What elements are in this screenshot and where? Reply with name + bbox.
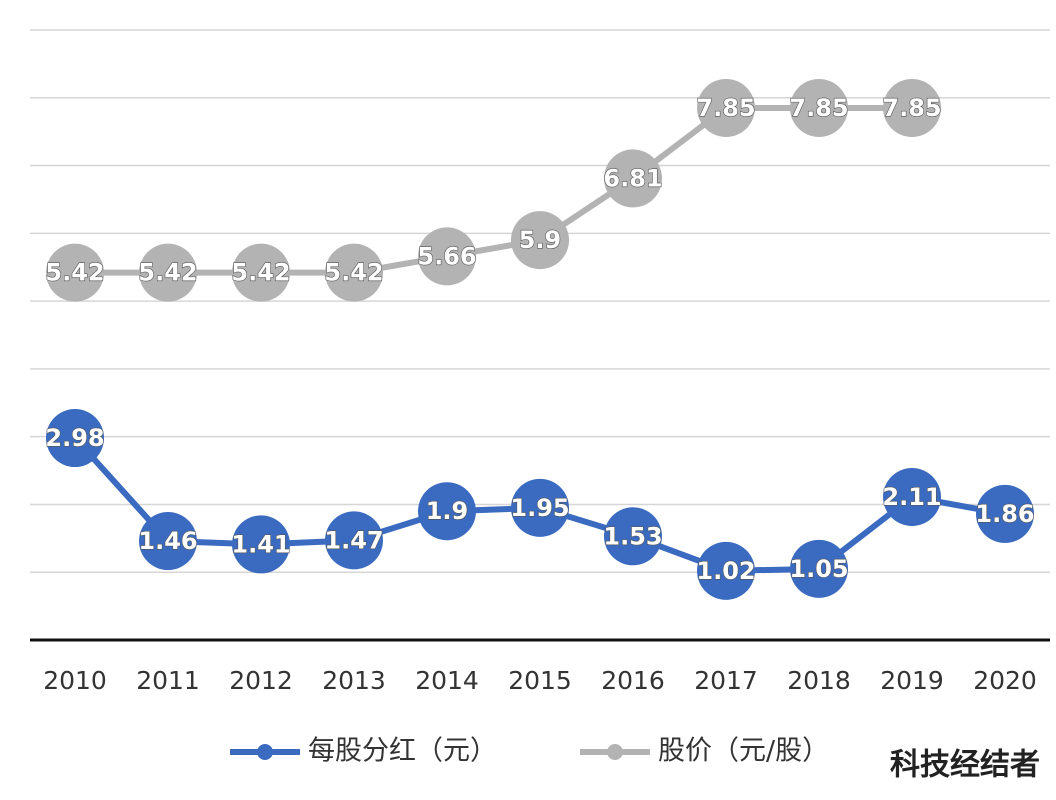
data-point [511, 478, 569, 537]
data-label: 7.85 [696, 94, 755, 122]
data-point [418, 227, 476, 286]
data-label: 5.42 [231, 259, 290, 287]
data-point [790, 539, 848, 598]
data-point [418, 482, 476, 541]
x-tick-label: 2015 [508, 666, 572, 695]
x-tick-label: 2011 [136, 666, 200, 695]
data-label: 5.42 [324, 259, 383, 287]
data-label: 1.46 [138, 527, 197, 555]
watermark: 科技经结者 [890, 748, 1040, 783]
data-label: 7.85 [789, 94, 848, 122]
x-tick-label: 2017 [694, 666, 758, 695]
data-point [790, 78, 848, 137]
data-point [46, 409, 104, 468]
data-point [139, 512, 197, 571]
x-tick-label: 2012 [229, 666, 293, 695]
x-tick-label: 2019 [880, 666, 944, 695]
data-label: 7.85 [882, 94, 941, 122]
data-label: 1.05 [789, 555, 848, 583]
data-label: 2.98 [45, 424, 104, 452]
data-label: 1.41 [231, 530, 290, 558]
data-label: 5.42 [45, 259, 104, 287]
x-tick-label: 2018 [787, 666, 851, 695]
data-label: 1.47 [324, 526, 383, 554]
data-point [46, 243, 104, 302]
data-point [883, 467, 941, 526]
data-label: 6.81 [603, 164, 662, 192]
series-line [75, 104, 912, 276]
data-label: 5.66 [417, 242, 476, 270]
data-point [325, 243, 383, 302]
data-point [139, 243, 197, 302]
data-label: 5.9 [519, 226, 562, 254]
x-tick-label: 2020 [973, 666, 1037, 695]
data-point [604, 149, 662, 208]
data-point [604, 507, 662, 566]
x-tick-label: 2013 [322, 666, 386, 695]
data-point [232, 515, 290, 574]
data-label: 1.9 [426, 497, 469, 525]
data-point [697, 78, 755, 137]
data-label: 1.95 [510, 494, 569, 522]
x-tick-label: 2010 [43, 666, 107, 695]
data-point [232, 243, 290, 302]
legend-marker [257, 744, 273, 760]
data-point [883, 78, 941, 137]
legend-label: 每股分红（元） [308, 736, 497, 767]
data-point [697, 541, 755, 600]
data-point [325, 511, 383, 570]
data-label: 2.11 [882, 483, 941, 511]
data-label: 5.42 [138, 259, 197, 287]
x-tick-label: 2016 [601, 666, 665, 695]
legend-label: 股价（元/股） [658, 736, 829, 767]
data-label: 1.02 [696, 557, 755, 585]
data-label: 1.86 [975, 500, 1034, 528]
data-point [976, 484, 1034, 543]
x-tick-label: 2014 [415, 666, 479, 695]
data-label: 1.53 [603, 522, 662, 550]
data-point [511, 211, 569, 270]
legend-marker [607, 744, 623, 760]
